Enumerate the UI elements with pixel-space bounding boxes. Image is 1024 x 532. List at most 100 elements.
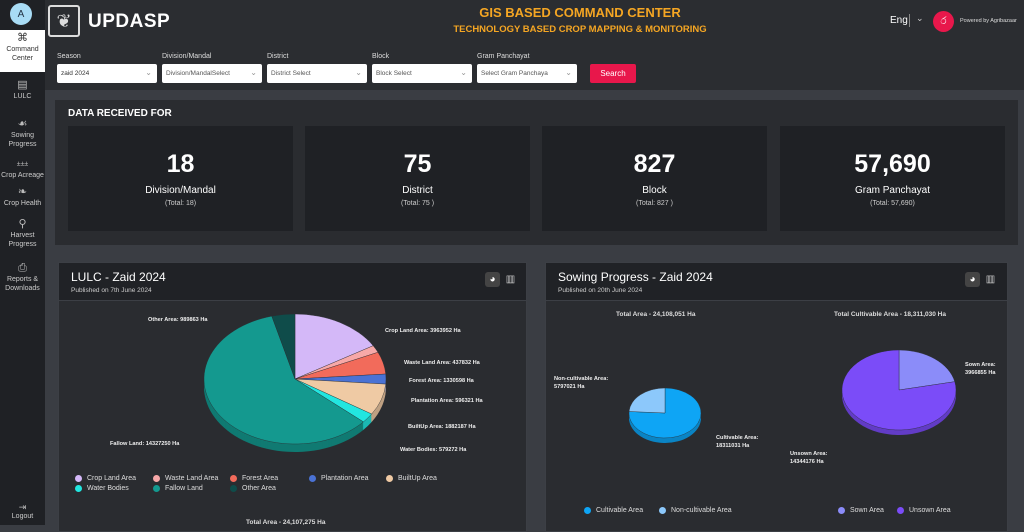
legend-item[interactable]: Waste Land Area [153,475,218,482]
reports-icon: ⎙ [18,262,27,274]
legend-item[interactable]: Crop Land Area [75,475,136,482]
command-icon: ⌘ [17,32,28,44]
legend-item[interactable]: Fallow Land [153,485,203,492]
page-title: GIS BASED COMMAND CENTER [479,5,681,20]
chart-footer: Total Area - 24,107,275 Ha [246,519,326,526]
block-select[interactable]: Block Select ⌄ [372,64,472,83]
stat-card-division: 18 Division/Mandal (Total: 18) [68,126,293,231]
slice-label: Non-cultivable Area: 5797021 Ha [554,376,609,390]
section-heading: DATA RECEIVED FOR [68,108,172,119]
pie-slice-unsown-area[interactable] [841,349,957,431]
slice-label: Plantation Area: 596321 Ha [411,398,483,404]
legend-item[interactable]: Non-cultivable Area [659,507,732,514]
stat-card-district: 75 District (Total: 75 ) [305,126,530,231]
updasp-logo: ❦ [48,5,80,37]
sidebar-item-crop-acreage[interactable]: ±±± Crop Acreage [0,160,45,180]
pie-slice-crop-land-area[interactable] [294,313,374,380]
sidebar-item-label: Sowing Progress [8,132,37,148]
sowing-icon: ☙ [17,118,28,130]
slice-label: Water Bodies: 579272 Ha [400,447,467,453]
bar-chart-icon[interactable]: ▥ [985,274,996,285]
slice-label: Fallow Land: 14327250 Ha [110,441,180,447]
chevron-down-icon: ⌄ [250,68,257,77]
chevron-down-icon: ⌄ [460,68,467,77]
slice-label: Unsown Area: 14344176 Ha [790,451,828,465]
legend-item[interactable]: Other Area [230,485,276,492]
sidebar-item-label: Crop Health [3,200,42,207]
chart-title: Sowing Progress - Zaid 2024 [558,270,713,284]
season-select[interactable]: zaid 2024 ⌄ [57,64,157,83]
slice-label: Crop Land Area: 3963952 Ha [385,328,461,334]
legend-item[interactable]: BuiltUp Area [386,475,437,482]
slice-label: Sown Area: 3966855 Ha [965,362,996,376]
crop-acreage-icon: ±±± [16,161,29,168]
sidebar-item-label: Harvest Progress [8,232,37,248]
bar-chart-icon[interactable]: ▥ [505,274,516,285]
season-label: Season [57,53,81,60]
chart-subtitle: Published on 7th June 2024 [71,287,152,294]
legend-item[interactable]: Water Bodies [75,485,129,492]
top-bar [0,0,1024,45]
harvest-icon: ⚲ [18,218,27,230]
stat-card-block: 827 Block (Total: 827 ) [542,126,767,231]
slice-label: Cultivable Area: 18311031 Ha [716,435,759,449]
division-label: Division/Mandal [162,53,212,60]
chart-title: Total Area - 24,108,051 Ha [616,311,696,318]
block-label: Block [372,53,390,60]
slice-label: Waste Land Area: 437832 Ha [404,360,480,366]
slice-label: BuiltUp Area: 1882187 Ha [408,424,476,430]
sidebar-item-label: LULC [13,93,32,100]
pie-slice-sown-area[interactable] [898,349,956,391]
sidebar-item-command-center[interactable]: ⌘ Command Center [0,30,45,72]
legend-item[interactable]: Sown Area [838,507,884,514]
agribazaar-logo: ර [933,11,954,32]
sidebar-item-label: Command Center [6,46,39,62]
logout-button[interactable]: ⇥ Logout [0,503,45,521]
slice-label: Other Area: 989863 Ha [148,317,208,323]
chevron-down-icon: ⌄ [565,68,572,77]
division-select[interactable]: Division/MandalSelect ⌄ [162,64,262,83]
chart-title: LULC - Zaid 2024 [71,270,166,284]
gram-panchayat-label: Gram Panchayat [477,53,530,60]
search-button[interactable]: Search [590,64,636,83]
gram-panchayat-select[interactable]: Select Gram Panchaya ⌄ [477,64,577,83]
legend-item[interactable]: Unsown Area [897,507,951,514]
filter-bar: Season zaid 2024 ⌄ Division/Mandal Divisi… [45,45,1024,90]
sidebar-item-sowing-progress[interactable]: ☙ Sowing Progress [0,118,45,149]
sidebar-item-harvest-progress[interactable]: ⚲ Harvest Progress [0,218,45,249]
sidebar-item-crop-health[interactable]: ❧ Crop Health [0,186,45,208]
chevron-down-icon[interactable]: ⌄ [916,13,924,23]
powered-by: Powered by Agribazaar [960,18,1017,24]
pie-chart-icon[interactable]: ◕ [485,272,500,287]
language-select[interactable]: Eng [890,15,908,26]
page-subtitle: TECHNOLOGY BASED CROP MAPPING & MONITORI… [453,24,707,35]
legend-item[interactable]: Plantation Area [309,475,368,482]
map-layers-icon: ▤ [17,79,28,91]
chart-title: Total Cultivable Area - 18,311,030 Ha [834,311,946,318]
pie-slice-other-area[interactable] [271,313,296,380]
sidebar-item-label: Reports & Downloads [5,276,40,292]
legend-item[interactable]: Forest Area [230,475,278,482]
logout-icon: ⇥ [18,502,27,512]
data-received-panel: DATA RECEIVED FOR 18 Division/Mandal (Tota… [55,100,1018,245]
app-name: UPDASP [88,11,171,32]
logout-label: Logout [11,513,34,520]
chevron-down-icon: ⌄ [355,68,362,77]
divider [909,14,910,27]
crop-health-icon: ❧ [17,186,28,198]
chart-subtitle: Published on 20th June 2024 [558,287,643,294]
avatar[interactable]: A [10,3,32,25]
slice-label: Forest Area: 1330598 Ha [409,378,474,384]
sidebar-item-reports[interactable]: ⎙ Reports & Downloads [0,262,45,293]
pie-chart-icon[interactable]: ◕ [965,272,980,287]
pie-slice-fallow-land[interactable] [203,315,364,445]
district-label: District [267,53,289,60]
sidebar-item-lulc[interactable]: ▤ LULC [0,79,45,101]
sidebar-item-label: Crop Acreage [1,172,44,179]
district-select[interactable]: District Select ⌄ [267,64,367,83]
sidebar: A ⌘ Command Center ▤ LULC ☙ Sowing Progress… [0,0,45,525]
legend-item[interactable]: Cultivable Area [584,507,643,514]
pie-slice-non-cultivable-area[interactable] [628,387,666,414]
stat-card-gram-panchayat: 57,690 Gram Panchayat (Total: 57,690) [780,126,1005,231]
